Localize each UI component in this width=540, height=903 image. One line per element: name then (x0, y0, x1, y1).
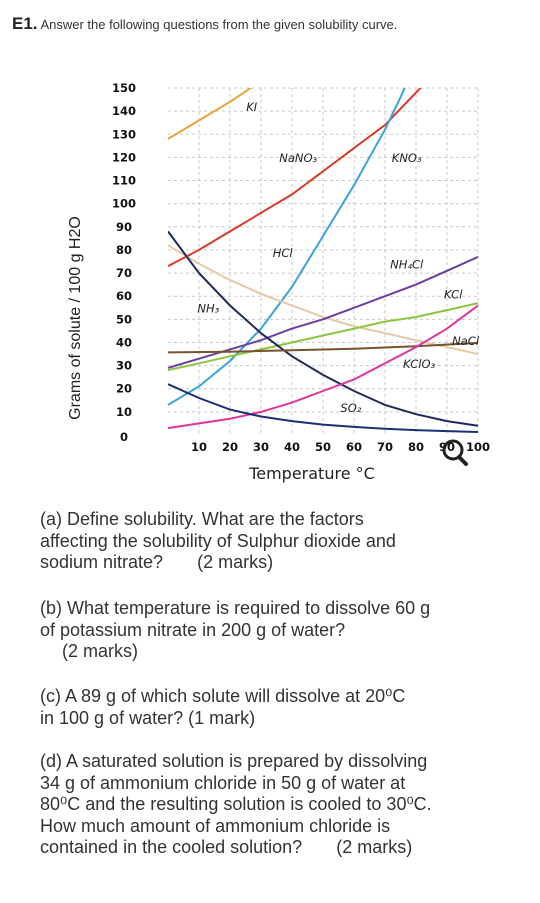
series-line-hcl (168, 244, 478, 355)
y-axis-ticks: 0 10 20 30 40 50 60 70 80 90 100 110 120 130 140 150 (112, 81, 136, 444)
y-tick-label: 10 (116, 405, 132, 419)
y-tick-label: 0 (120, 430, 128, 444)
question-a: (a) Define solubility. What are the fact… (40, 509, 520, 574)
question-a-marks: (2 marks) (197, 552, 274, 573)
chart-series (168, 88, 478, 433)
series-label: NH₄Cl (390, 257, 424, 271)
y-tick-label: 70 (116, 266, 132, 280)
question-b: (b) What temperature is required to diss… (40, 598, 520, 663)
question-d-marks: (2 marks) (336, 837, 413, 858)
question-b-line: of potassium nitrate in 200 g of water? (40, 619, 346, 640)
question-c-line: in 100 g of water? (1 mark) (40, 707, 256, 728)
question-c-line: (c) A 89 g of which solute will dissolve… (40, 686, 406, 706)
question-number: E1. (12, 14, 38, 33)
series-line-nacl (168, 341, 478, 354)
y-axis-title: Grams of solute / 100 g H2O (67, 216, 84, 420)
x-tick-label: 40 (284, 440, 300, 454)
chart-series-labels: KI NaNO₃ KNO₃ HCl NH₄Cl KCl NH₃ NaCl KClO₃ SO₂ (197, 100, 479, 415)
question-d-line: contained in the cooled solution? (2 mark… (40, 837, 520, 859)
y-tick-label: 50 (116, 312, 132, 326)
series-label: NaNO₃ (279, 151, 317, 165)
question-header: E1. Answer the following questions from … (12, 14, 397, 34)
question-d-line: How much amount of ammonium chloride is (40, 815, 391, 836)
x-tick-label: 50 (315, 440, 331, 454)
series-line-kclo3 (168, 304, 478, 430)
series-label: NH₃ (197, 301, 219, 315)
series-label: NaCl (452, 334, 480, 348)
question-a-line: (a) Define solubility. What are the fact… (40, 509, 364, 529)
question-d-line: (d) A saturated solution is prepared by … (40, 751, 428, 771)
series-line-so2 (168, 383, 478, 433)
question-a-text: sodium nitrate? (40, 552, 164, 573)
question-b-line: (b) What temperature is required to diss… (40, 598, 431, 618)
zoom-icon[interactable] (442, 439, 468, 466)
y-tick-label: 80 (116, 243, 132, 257)
y-tick-label: 60 (116, 289, 132, 303)
series-line-nh3 (168, 230, 478, 427)
x-tick-label: 30 (253, 440, 269, 454)
y-tick-label: 20 (116, 382, 132, 396)
series-line-kno3 (168, 88, 406, 406)
question-instruction: Answer the following questions from the … (40, 17, 398, 32)
y-tick-label: 110 (112, 174, 136, 188)
x-tick-label: 100 (466, 440, 490, 454)
question-d-text: contained in the cooled solution? (40, 837, 303, 858)
solubility-curve-chart: KI NaNO₃ KNO₃ HCl NH₄Cl KCl NH₃ NaCl KClO₃ SO₂ 0 1… (67, 81, 490, 483)
question-d-line: 80⁰C and the resulting solution is coole… (40, 794, 432, 815)
series-label: KI (246, 100, 258, 114)
x-tick-label: 60 (346, 440, 362, 454)
chart-grid (168, 87, 479, 435)
x-axis-ticks: 10 20 30 40 50 60 70 80 90 100 (191, 440, 490, 454)
y-tick-label: 100 (112, 197, 136, 211)
question-a-line: affecting the solubility of Sulphur diox… (40, 530, 396, 551)
x-axis-title: Temperature °C (248, 464, 375, 483)
question-b-line: (2 marks) (40, 641, 520, 663)
series-line-nano3 (168, 88, 422, 267)
series-label: HCl (273, 246, 294, 260)
question-a-line: sodium nitrate? (2 marks) (40, 552, 520, 574)
x-tick-label: 70 (377, 440, 393, 454)
question-c: (c) A 89 g of which solute will dissolve… (40, 686, 520, 729)
y-tick-label: 90 (116, 220, 132, 234)
series-line-kcl (168, 302, 478, 372)
question-b-marks: (2 marks) (62, 641, 138, 662)
y-tick-label: 140 (112, 104, 136, 118)
x-tick-label: 20 (222, 440, 238, 454)
x-tick-label: 10 (191, 440, 207, 454)
y-tick-label: 130 (112, 127, 136, 141)
series-label: KNO₃ (392, 151, 422, 165)
series-label: SO₂ (340, 401, 361, 415)
y-tick-label: 40 (116, 335, 132, 349)
y-tick-label: 120 (112, 150, 136, 164)
y-tick-label: 30 (116, 359, 132, 373)
series-label: KCl (444, 288, 463, 302)
series-label: KClO₃ (403, 357, 436, 371)
series-line-ki (168, 88, 253, 140)
question-d: (d) A saturated solution is prepared by … (40, 751, 520, 859)
y-tick-label: 150 (112, 81, 136, 95)
question-d-line: 34 g of ammonium chloride in 50 g of wat… (40, 772, 406, 793)
x-tick-label: 80 (408, 440, 424, 454)
